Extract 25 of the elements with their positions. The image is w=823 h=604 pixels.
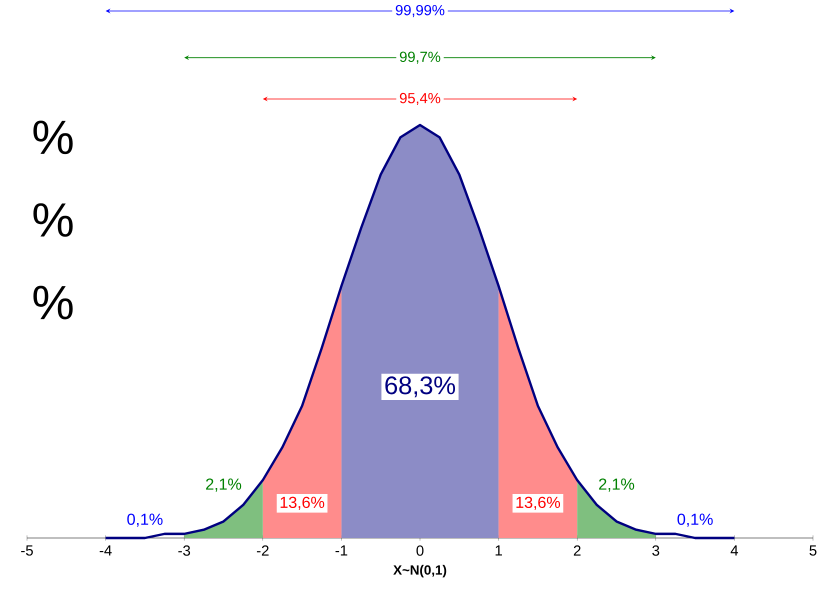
x-tick-label: 0 xyxy=(416,545,424,556)
annotation: % xyxy=(33,286,73,320)
annotation: 0,1% xyxy=(127,514,163,527)
x-axis-title: X~N(0,1) xyxy=(393,564,446,578)
x-tick-label: 5 xyxy=(810,545,816,556)
x-tick-label: -4 xyxy=(100,545,112,556)
x-tick-label: -3 xyxy=(178,545,190,556)
annotation: 68,3% xyxy=(385,376,456,398)
x-tick-label: 2 xyxy=(574,545,581,556)
x-tick-label: -1 xyxy=(336,545,348,556)
annotation: % xyxy=(33,120,73,154)
annotation: 2,1% xyxy=(206,478,242,492)
annotation: % xyxy=(33,203,73,237)
x-tick-label: -2 xyxy=(256,545,269,556)
annotation: 0,1% xyxy=(677,514,713,527)
x-tick-label: 1 xyxy=(496,545,502,556)
text: 99,7% xyxy=(400,52,440,64)
annotation: 13,6% xyxy=(516,496,560,510)
x-tick-label: -5 xyxy=(21,545,33,556)
annotation: 13,6% xyxy=(280,496,324,510)
x-tick-label: 3 xyxy=(652,545,660,556)
annotation: 2,1% xyxy=(599,478,634,492)
text: 95,4% xyxy=(400,92,440,106)
text: 99,99% xyxy=(396,4,444,18)
x-tick-label: 4 xyxy=(730,545,738,556)
